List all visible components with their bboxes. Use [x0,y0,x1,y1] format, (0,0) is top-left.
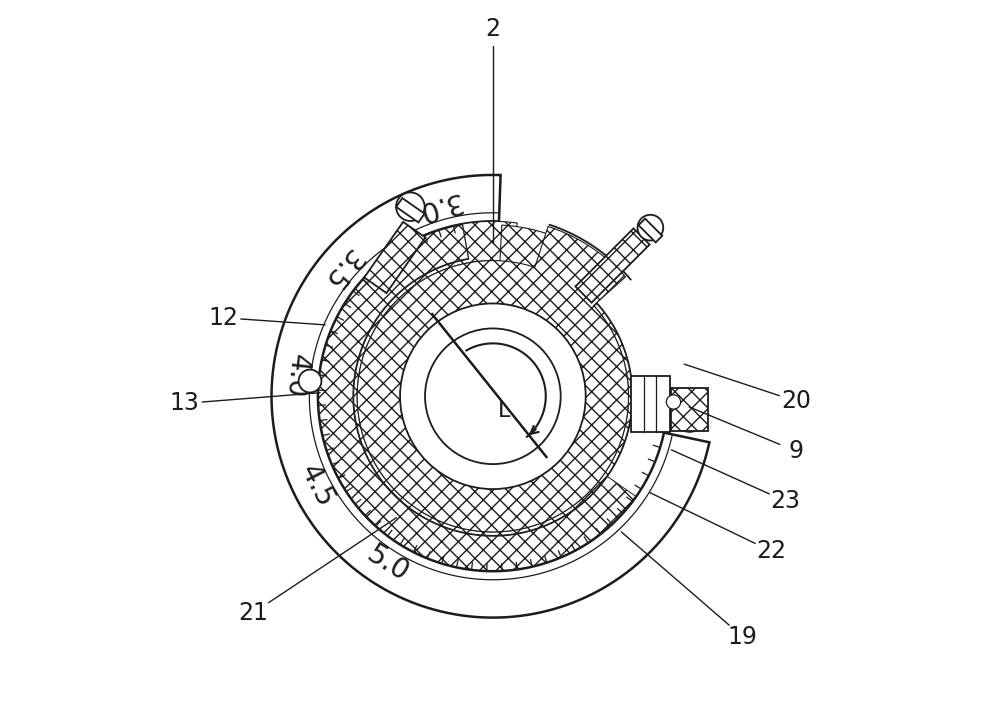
Text: 4.0: 4.0 [280,352,312,399]
Circle shape [400,303,586,489]
Polygon shape [575,228,650,303]
Text: L: L [497,401,510,421]
Circle shape [638,215,663,241]
Polygon shape [364,222,425,293]
Text: 5.0: 5.0 [362,540,414,588]
Circle shape [396,192,425,221]
Text: 23: 23 [771,489,801,513]
Text: 3.0: 3.0 [413,186,463,226]
Text: 3.5: 3.5 [316,243,366,295]
Polygon shape [357,225,629,532]
Text: 2: 2 [485,16,500,41]
Circle shape [425,328,561,464]
Text: 0: 0 [674,413,704,435]
Text: 19: 19 [728,625,758,649]
Polygon shape [357,226,629,532]
Text: 13: 13 [169,391,199,416]
Polygon shape [396,198,425,223]
Polygon shape [354,221,632,536]
Circle shape [666,395,681,409]
Polygon shape [639,218,662,242]
Text: 22: 22 [756,539,786,563]
Text: 9: 9 [789,439,804,463]
Circle shape [299,370,321,393]
Text: 21: 21 [239,600,269,625]
Polygon shape [671,388,708,431]
Text: 12: 12 [208,306,238,330]
Text: 4.5: 4.5 [294,461,339,512]
Polygon shape [318,224,636,571]
Text: 20: 20 [781,389,811,413]
Polygon shape [631,376,670,432]
Polygon shape [382,286,604,507]
